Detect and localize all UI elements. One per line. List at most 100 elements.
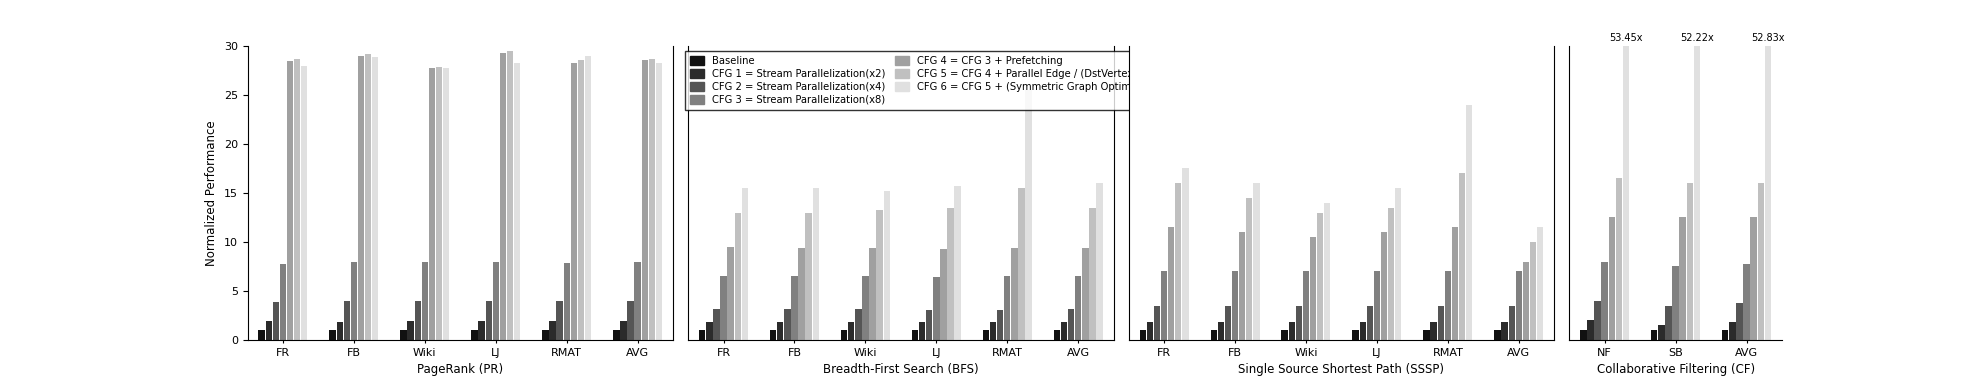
Bar: [861, 276, 869, 340]
Bar: [364, 54, 372, 340]
Bar: [1245, 198, 1253, 340]
Bar: [301, 66, 307, 340]
Bar: [792, 276, 798, 340]
Bar: [649, 58, 655, 340]
Bar: [776, 322, 784, 340]
Bar: [1026, 90, 1032, 340]
Bar: [1311, 237, 1317, 340]
Bar: [1424, 330, 1430, 340]
Bar: [812, 188, 820, 340]
Bar: [1495, 330, 1501, 340]
Bar: [628, 301, 634, 340]
Bar: [543, 330, 548, 340]
Bar: [1657, 325, 1665, 340]
Bar: [1729, 322, 1736, 340]
Bar: [1253, 183, 1259, 340]
Bar: [485, 301, 491, 340]
Bar: [1374, 271, 1380, 340]
Bar: [1352, 330, 1358, 340]
Bar: [570, 63, 576, 340]
Bar: [1608, 217, 1616, 340]
Bar: [1616, 178, 1622, 340]
Bar: [707, 322, 713, 340]
Bar: [1509, 306, 1515, 340]
Bar: [1146, 322, 1152, 340]
Bar: [1360, 322, 1366, 340]
Bar: [655, 63, 661, 340]
Bar: [471, 330, 477, 340]
Bar: [1012, 248, 1018, 340]
Bar: [1445, 271, 1451, 340]
Bar: [1303, 271, 1309, 340]
Bar: [1289, 322, 1295, 340]
Bar: [954, 186, 960, 340]
Bar: [855, 309, 861, 340]
X-axis label: Breadth-First Search (BFS): Breadth-First Search (BFS): [824, 363, 978, 376]
Bar: [1317, 212, 1323, 340]
Bar: [1067, 309, 1075, 340]
Bar: [1723, 330, 1729, 340]
Bar: [436, 67, 442, 340]
Bar: [1594, 301, 1600, 340]
Bar: [548, 321, 556, 340]
Bar: [1501, 322, 1509, 340]
Bar: [1210, 330, 1218, 340]
Bar: [742, 188, 748, 340]
Bar: [798, 248, 804, 340]
Bar: [1396, 188, 1402, 340]
Bar: [877, 210, 883, 340]
Bar: [1380, 232, 1388, 340]
Bar: [358, 56, 364, 340]
Bar: [869, 248, 875, 340]
Bar: [1750, 217, 1756, 340]
Bar: [293, 58, 301, 340]
Bar: [1679, 217, 1685, 340]
Bar: [1154, 306, 1160, 340]
Y-axis label: Normalized Performance: Normalized Performance: [206, 120, 218, 266]
Bar: [279, 264, 287, 340]
Bar: [1004, 276, 1010, 340]
Bar: [990, 322, 996, 340]
Bar: [842, 330, 847, 340]
Bar: [721, 276, 727, 340]
Text: 53.45x: 53.45x: [1610, 33, 1643, 43]
Bar: [1693, 46, 1701, 340]
Bar: [946, 207, 954, 340]
Bar: [1097, 183, 1103, 340]
Bar: [337, 322, 343, 340]
Bar: [1083, 248, 1089, 340]
Bar: [1437, 306, 1443, 340]
Bar: [883, 191, 889, 340]
Bar: [259, 330, 265, 340]
Bar: [584, 56, 592, 340]
Bar: [430, 68, 436, 340]
Bar: [414, 301, 422, 340]
Bar: [699, 330, 705, 340]
Bar: [927, 309, 933, 340]
Bar: [1673, 267, 1679, 340]
Bar: [933, 277, 940, 340]
Bar: [479, 321, 485, 340]
Bar: [1602, 262, 1608, 340]
Bar: [1580, 330, 1586, 340]
Bar: [642, 60, 647, 340]
Bar: [345, 301, 350, 340]
Bar: [784, 309, 790, 340]
Bar: [1651, 330, 1657, 340]
Bar: [1174, 183, 1182, 340]
Bar: [400, 330, 406, 340]
Bar: [1687, 183, 1693, 340]
X-axis label: Single Source Shortest Path (SSSP): Single Source Shortest Path (SSSP): [1238, 363, 1445, 376]
Bar: [620, 321, 628, 340]
Bar: [940, 249, 946, 340]
X-axis label: Collaborative Filtering (CF): Collaborative Filtering (CF): [1596, 363, 1754, 376]
Bar: [1523, 262, 1529, 340]
Bar: [1758, 183, 1764, 340]
Bar: [713, 309, 719, 340]
Bar: [556, 301, 562, 340]
Bar: [982, 330, 990, 340]
Bar: [614, 330, 620, 340]
Bar: [273, 302, 279, 340]
Bar: [1764, 46, 1770, 340]
Bar: [1531, 242, 1536, 340]
